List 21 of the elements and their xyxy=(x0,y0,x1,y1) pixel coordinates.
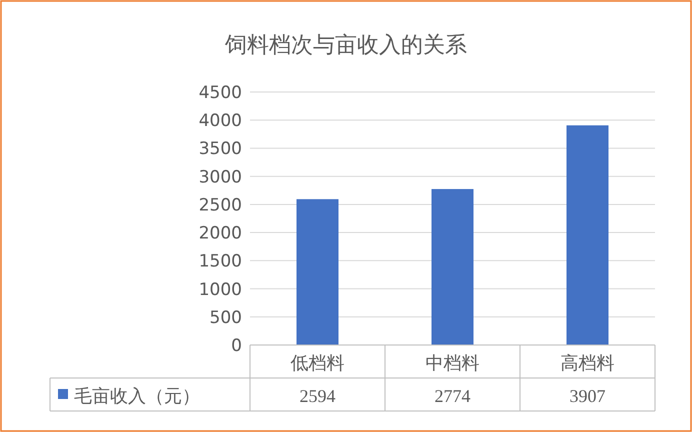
data-label: 3907 xyxy=(570,386,606,406)
y-tick-label: 4000 xyxy=(198,111,242,132)
x-tick-label: 高档料 xyxy=(560,353,614,374)
x-tick-label: 低档料 xyxy=(290,353,344,374)
data-label: 2774 xyxy=(434,386,470,406)
chart-title: 饲料档次与亩收入的关系 xyxy=(224,33,467,58)
y-tick-label: 0 xyxy=(231,336,242,356)
y-tick-label: 500 xyxy=(210,308,242,328)
y-tick-label: 3500 xyxy=(198,139,242,160)
bar xyxy=(432,189,474,345)
data-label: 2594 xyxy=(300,386,336,406)
y-tick-label: 1000 xyxy=(198,280,242,300)
y-tick-label: 4500 xyxy=(198,83,242,103)
y-tick-label: 2000 xyxy=(198,224,242,244)
bar xyxy=(296,199,338,345)
y-tick-label: 3000 xyxy=(198,167,242,188)
bar xyxy=(566,125,608,345)
x-tick-label: 中档料 xyxy=(426,353,480,374)
y-tick-label: 1500 xyxy=(198,252,242,272)
legend-label: 毛亩收入（元） xyxy=(74,386,200,407)
y-tick-label: 2500 xyxy=(198,195,242,216)
